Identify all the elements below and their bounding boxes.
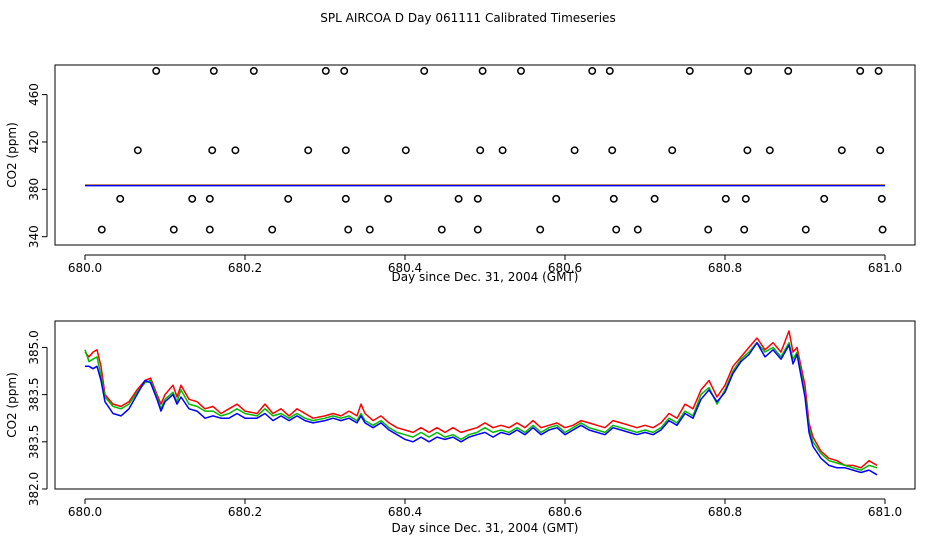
scatter-point bbox=[837, 146, 846, 155]
bottom-x-tick-label: 680.8 bbox=[708, 505, 742, 519]
scatter-point bbox=[612, 225, 621, 234]
scatter-point bbox=[704, 225, 713, 234]
top-x-tick-label: 680.4 bbox=[388, 261, 422, 275]
top-panel: 680.0 680.2 680.4 680.6 680.8 681.0 340 380 420 4… bbox=[5, 64, 916, 284]
bottom-y-axis-label: CO2 (ppm) bbox=[5, 372, 19, 438]
scatter-point bbox=[304, 146, 313, 155]
scatter-point bbox=[536, 225, 545, 234]
scatter-point bbox=[284, 194, 293, 203]
bottom-y-tick-label: 385.0 bbox=[27, 330, 41, 364]
scatter-point bbox=[609, 194, 618, 203]
bottom-x-tick-label: 680.2 bbox=[228, 505, 262, 519]
scatter-point bbox=[209, 66, 218, 75]
top-y-tick-label: 380 bbox=[27, 178, 41, 201]
top-x-tick-label: 680.8 bbox=[708, 261, 742, 275]
scatter-point bbox=[685, 66, 694, 75]
scatter-point bbox=[874, 66, 883, 75]
bottom-x-axis-label: Day since Dec. 31, 2004 (GMT) bbox=[392, 521, 579, 535]
top-x-tick-label: 680.2 bbox=[228, 261, 262, 275]
top-axes: 680.0 680.2 680.4 680.6 680.8 681.0 340 380 420 4… bbox=[27, 83, 902, 275]
top-x-tick-label: 680.0 bbox=[68, 261, 102, 275]
scatter-point bbox=[454, 194, 463, 203]
bottom-x-tick-label: 680.0 bbox=[68, 505, 102, 519]
bottom-x-tick-label: 680.4 bbox=[388, 505, 422, 519]
scatter-point bbox=[208, 146, 217, 155]
scatter-point bbox=[420, 66, 429, 75]
scatter-point bbox=[473, 194, 482, 203]
scatter-point bbox=[188, 194, 197, 203]
scatter-point bbox=[743, 146, 752, 155]
scatter-point bbox=[741, 194, 750, 203]
bottom-series bbox=[84, 330, 878, 476]
bottom-series-blue bbox=[85, 341, 878, 476]
scatter-point bbox=[205, 225, 214, 234]
scatter-point bbox=[344, 225, 353, 234]
scatter-point bbox=[876, 146, 885, 155]
bottom-x-tick-label: 680.6 bbox=[548, 505, 582, 519]
scatter-point bbox=[321, 66, 330, 75]
top-points bbox=[97, 66, 887, 234]
scatter-point bbox=[650, 194, 659, 203]
scatter-point bbox=[605, 66, 614, 75]
scatter-point bbox=[116, 194, 125, 203]
scatter-point bbox=[744, 66, 753, 75]
scatter-point bbox=[552, 194, 561, 203]
scatter-point bbox=[268, 225, 277, 234]
top-x-tick-label: 681.0 bbox=[868, 261, 902, 275]
top-y-tick-label: 340 bbox=[27, 225, 41, 248]
bottom-y-tick-label: 383.5 bbox=[27, 377, 41, 411]
bottom-x-tick-label: 681.0 bbox=[868, 505, 902, 519]
bottom-series-red bbox=[84, 330, 878, 469]
scatter-point bbox=[517, 66, 525, 75]
scatter-point bbox=[740, 225, 749, 234]
scatter-point bbox=[231, 146, 240, 155]
scatter-point bbox=[473, 225, 482, 234]
bottom-y-tick-label: 383.5 bbox=[27, 425, 41, 459]
top-plot-frame bbox=[54, 64, 916, 246]
scatter-point bbox=[169, 225, 178, 234]
scatter-point bbox=[633, 225, 642, 234]
top-y-tick-label: 420 bbox=[27, 131, 41, 154]
scatter-point bbox=[341, 146, 350, 155]
scatter-point bbox=[570, 146, 579, 155]
bottom-axes: 680.0 680.2 680.4 680.6 680.8 681.0 382.0 383.5… bbox=[27, 330, 902, 519]
scatter-point bbox=[765, 146, 774, 155]
bottom-y-tick-label: 382.0 bbox=[27, 472, 41, 506]
scatter-point bbox=[878, 225, 887, 234]
scatter-point bbox=[437, 225, 446, 234]
top-y-tick-label: 460 bbox=[27, 83, 41, 106]
scatter-point bbox=[401, 146, 410, 155]
scatter-point bbox=[721, 194, 730, 203]
scatter-point bbox=[205, 194, 214, 203]
scatter-point bbox=[608, 146, 617, 155]
scatter-point bbox=[340, 66, 349, 75]
scatter-point bbox=[384, 194, 393, 203]
scatter-point bbox=[588, 66, 597, 75]
scatter-point bbox=[249, 66, 258, 75]
chart-title: SPL AIRCOA D Day 061111 Calibrated Times… bbox=[320, 11, 615, 25]
top-y-axis-label: CO2 (ppm) bbox=[5, 122, 19, 188]
scatter-point bbox=[668, 146, 677, 155]
scatter-point bbox=[133, 146, 142, 155]
scatter-point bbox=[341, 194, 350, 203]
top-series bbox=[85, 184, 885, 187]
scatter-point bbox=[97, 225, 106, 234]
bottom-panel: 680.0 680.2 680.4 680.6 680.8 681.0 382.0 383.5… bbox=[5, 320, 916, 535]
top-x-axis-label: Day since Dec. 31, 2004 (GMT) bbox=[392, 270, 579, 284]
scatter-point bbox=[498, 146, 507, 155]
top-x-tick-label: 680.6 bbox=[548, 261, 582, 275]
scatter-point bbox=[820, 194, 829, 203]
scatter-point bbox=[365, 225, 374, 234]
bottom-series-green bbox=[84, 341, 878, 471]
scatter-point bbox=[856, 66, 865, 75]
scatter-point bbox=[152, 66, 161, 75]
scatter-point bbox=[476, 146, 485, 155]
scatter-point bbox=[784, 66, 793, 75]
scatter-point bbox=[877, 194, 886, 203]
scatter-point bbox=[478, 66, 487, 75]
scatter-point bbox=[801, 225, 810, 234]
bottom-plot-frame bbox=[54, 320, 916, 490]
